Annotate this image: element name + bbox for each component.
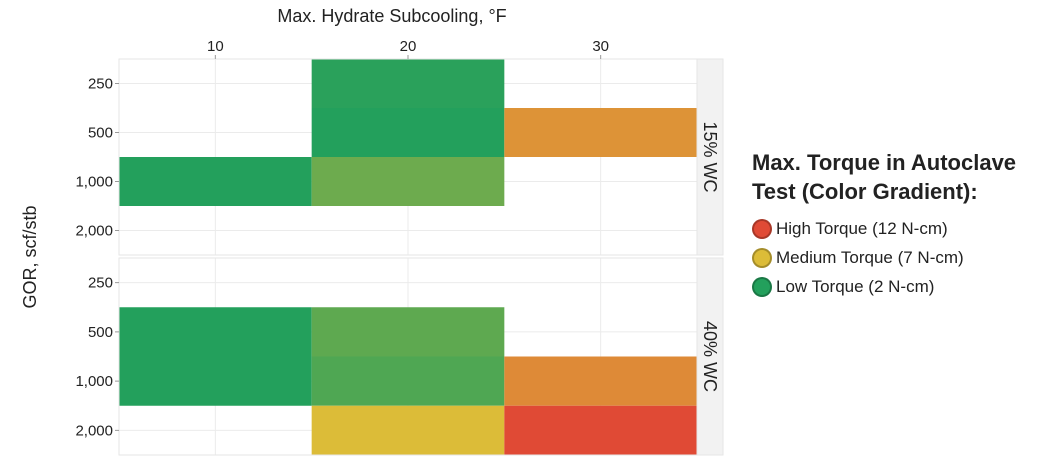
legend-items: High Torque (12 N-cm) Medium Torque (7 N-… xyxy=(752,214,1042,301)
facet-strip xyxy=(696,257,724,456)
heatmap-cell xyxy=(311,405,505,455)
legend-label: Low Torque (2 N-cm) xyxy=(776,276,935,296)
x-tick-label: 20 xyxy=(400,38,417,55)
heatmap-cell xyxy=(504,108,697,157)
heatmap-cell xyxy=(311,356,505,406)
legend-swatch xyxy=(752,276,772,297)
x-axis-title: Max. Hydrate Subcooling, °F xyxy=(277,6,506,26)
heatmap-cell xyxy=(119,307,312,357)
y-tick-label: 2,000 xyxy=(75,223,113,240)
legend-label: High Torque (12 N-cm) xyxy=(776,218,948,238)
y-tick-label: 2,000 xyxy=(75,422,113,439)
heatmap-cell xyxy=(119,157,312,206)
heatmap-cell xyxy=(311,59,505,108)
facet-label: 40% WC xyxy=(700,321,720,392)
heatmap-cell xyxy=(311,108,505,157)
heatmap-cell xyxy=(504,405,697,455)
heatmap-cell xyxy=(311,307,505,357)
legend-title: Max. Torque in Autoclave Test (Color Gra… xyxy=(752,150,1017,204)
heatmap-cell xyxy=(504,356,697,406)
legend-swatch xyxy=(752,218,772,239)
y-tick-label: 500 xyxy=(88,125,113,142)
facet-strips: 15% WC 40% WC xyxy=(696,58,724,456)
y-tick-label: 1,000 xyxy=(75,174,113,191)
facet-strip xyxy=(696,58,724,256)
legend: Max. Torque in Autoclave Test (Color Gra… xyxy=(752,148,1042,301)
y-tick-label: 500 xyxy=(88,324,113,341)
legend-swatch xyxy=(752,247,772,268)
legend-item: Low Torque (2 N-cm) xyxy=(752,272,1042,301)
y-tick-label: 250 xyxy=(88,275,113,292)
axis-ticks: 250 500 1,000 2,000 250 500 1,000 2,000 10 20 30 xyxy=(75,38,609,439)
x-tick-label: 10 xyxy=(207,38,224,55)
y-tick-label: 1,000 xyxy=(75,373,113,390)
x-tick-label: 30 xyxy=(592,38,609,55)
y-axis-title: GOR, scf/stb xyxy=(20,205,40,308)
legend-item: High Torque (12 N-cm) xyxy=(752,214,1042,243)
facet-label: 15% WC xyxy=(700,121,720,192)
y-tick-label: 250 xyxy=(88,76,113,93)
heatmap-cell xyxy=(119,356,312,406)
heatmap-cells xyxy=(119,59,697,455)
legend-label: Medium Torque (7 N-cm) xyxy=(776,247,964,267)
heatmap-cell xyxy=(311,157,505,206)
legend-item: Medium Torque (7 N-cm) xyxy=(752,243,1042,272)
